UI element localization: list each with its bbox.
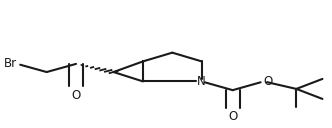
- Text: O: O: [264, 75, 273, 88]
- Text: O: O: [228, 110, 237, 123]
- Text: O: O: [71, 89, 81, 102]
- Text: N: N: [197, 75, 206, 88]
- Text: Br: Br: [4, 57, 17, 70]
